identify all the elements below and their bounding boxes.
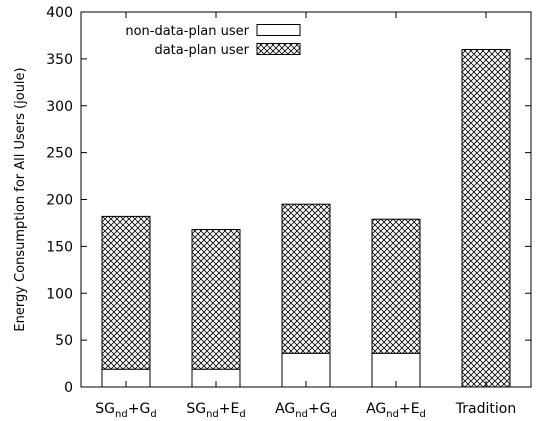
x-tick-label: SGnd+Ed	[186, 401, 245, 420]
bar-segment-data-plan	[101, 215, 151, 370]
y-axis-label: Energy Consumption for All Users (joule)	[13, 67, 28, 331]
x-axis: SGnd+Gd SGnd+Ed AGnd+Gd AGnd+Ed Tradition	[95, 12, 516, 420]
x-tick-label: AGnd+Ed	[366, 401, 426, 420]
bar-segment-data-plan	[461, 49, 511, 388]
legend-swatch	[256, 43, 301, 55]
y-axis: 0 50 100 150 200 250 300 350 400	[46, 5, 531, 396]
x-tick-label: Tradition	[455, 401, 516, 417]
y-tick-label: 400	[46, 5, 73, 21]
y-tick-label: 200	[46, 193, 73, 209]
x-tick-label: AGnd+Gd	[275, 401, 337, 420]
legend-label: non-data-plan user	[125, 24, 249, 39]
bars-group	[101, 49, 511, 388]
y-tick-label: 250	[46, 146, 73, 162]
y-tick-label: 350	[46, 52, 73, 68]
bar-segment-data-plan	[371, 218, 421, 354]
y-tick-label: 100	[46, 286, 73, 302]
legend: non-data-plan user data-plan user	[125, 24, 301, 58]
legend-label: data-plan user	[154, 43, 249, 58]
bar-segment-data-plan	[191, 229, 241, 370]
y-tick-label: 0	[64, 380, 73, 396]
y-tick-label: 150	[46, 239, 73, 255]
bar-segment-data-plan	[281, 203, 331, 354]
legend-swatch	[256, 24, 301, 36]
y-tick-label: 300	[46, 99, 73, 115]
y-tick-label: 50	[55, 333, 73, 349]
x-tick-label: SGnd+Gd	[95, 401, 156, 420]
